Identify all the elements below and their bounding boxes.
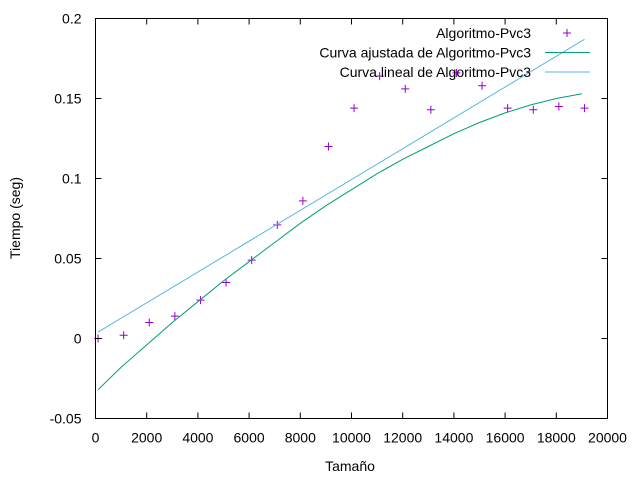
data-point	[273, 220, 282, 229]
data-point	[426, 105, 435, 114]
x-tick-label: 0	[92, 430, 100, 446]
data-point	[324, 142, 333, 151]
data-point	[529, 105, 538, 114]
data-point	[350, 104, 359, 113]
y-axis-label: Tiempo (seg)	[7, 177, 23, 259]
y-tick-label: 0.15	[54, 91, 81, 107]
x-axis-label: Tamaño	[325, 458, 375, 474]
legend-label: Curva ajustada de Algoritmo-Pvc3	[319, 45, 531, 61]
data-point	[401, 84, 410, 93]
data-point	[119, 331, 128, 340]
legend: Algoritmo-Pvc3 Curva ajustada de Algoritm…	[319, 25, 590, 80]
series-line-1	[97, 93, 582, 391]
x-tick-label: 8000	[285, 430, 316, 446]
y-tick-label: -0.05	[50, 411, 82, 427]
data-point	[375, 72, 384, 81]
data-point	[452, 68, 461, 77]
x-tick-label: 14000	[434, 430, 473, 446]
y-tick-label: 0.2	[62, 11, 82, 27]
legend-label: Algoritmo-Pvc3	[436, 25, 531, 41]
x-tick-label: 6000	[234, 430, 265, 446]
data-point	[580, 104, 589, 113]
data-point	[222, 278, 231, 287]
x-axis: 0 2000 4000 6000 8000 10000 12000 14000 16000 180…	[92, 18, 627, 446]
data-point	[170, 312, 179, 321]
x-tick-label: 10000	[332, 430, 371, 446]
series-line-2	[97, 38, 585, 333]
x-tick-label: 20000	[588, 430, 627, 446]
data-point	[478, 81, 487, 90]
x-tick-label: 16000	[486, 430, 525, 446]
legend-marker	[563, 29, 571, 37]
x-tick-label: 18000	[537, 430, 576, 446]
data-point	[554, 102, 563, 111]
data-point	[298, 196, 307, 205]
x-tick-label: 4000	[182, 430, 213, 446]
data-point	[145, 318, 154, 327]
legend-label: Curva lineal de Algoritmo-Pvc3	[340, 64, 532, 80]
plot-area	[94, 38, 589, 391]
data-point	[503, 104, 512, 113]
y-tick-label: 0.05	[54, 251, 81, 267]
x-tick-label: 12000	[383, 430, 422, 446]
x-tick-label: 2000	[131, 430, 162, 446]
y-axis: -0.05 0 0.05 0.1 0.15 0.2	[50, 11, 608, 427]
y-tick-label: 0	[74, 331, 82, 347]
y-tick-label: 0.1	[62, 171, 82, 187]
